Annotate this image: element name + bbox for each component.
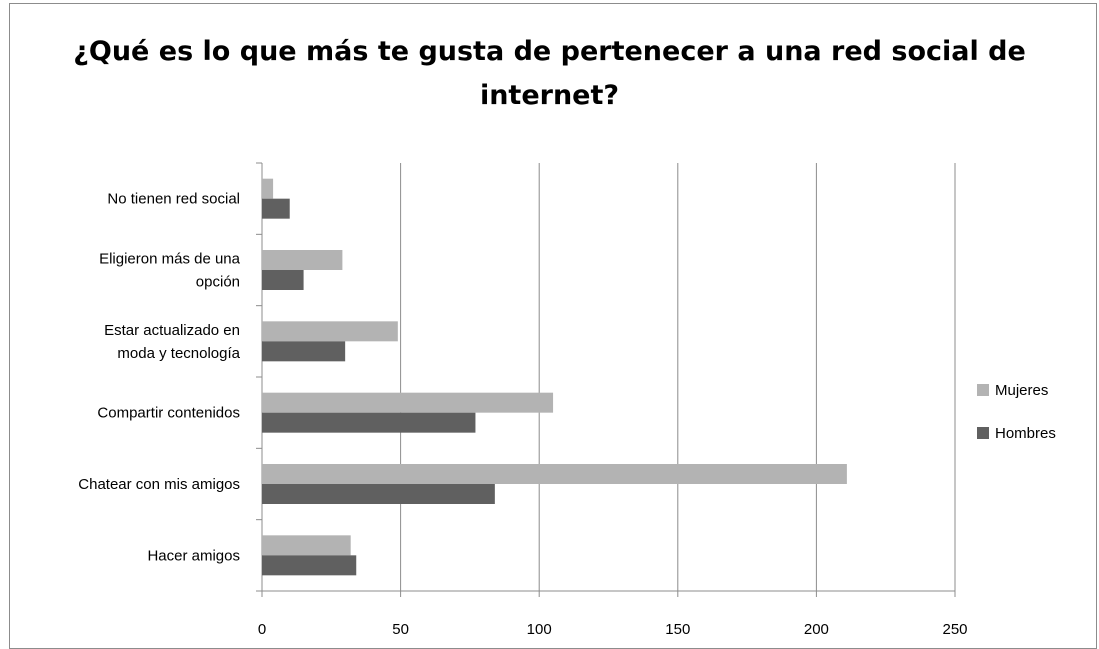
x-tick-label: 50 xyxy=(392,621,409,638)
category-label: No tienen red social xyxy=(107,191,240,208)
bar-hombres-2 xyxy=(262,412,476,433)
bar-hombres-0 xyxy=(262,555,357,576)
category-label: Hacer amigos xyxy=(147,547,240,564)
legend-label-hombres: Hombres xyxy=(995,425,1056,442)
bar-hombres-3 xyxy=(262,341,346,362)
bar-mujeres-4 xyxy=(262,250,343,270)
bar-mujeres-3 xyxy=(262,321,398,342)
legend-swatch-mujeres xyxy=(977,384,989,396)
category-label: Chatear con mis amigos xyxy=(78,476,240,493)
chart-title: ¿Qué es lo que más te gusta de pertenece… xyxy=(73,36,1026,111)
category-label: Estar actualizado en xyxy=(104,322,240,339)
bar-hombres-4 xyxy=(262,270,304,290)
x-tick-label: 150 xyxy=(665,621,690,638)
x-tick-label: 100 xyxy=(527,621,552,638)
bar-hombres-5 xyxy=(262,198,290,219)
category-label: moda y tecnología xyxy=(117,345,240,362)
bar-mujeres-2 xyxy=(262,392,554,413)
category-label: Compartir contenidos xyxy=(97,405,240,422)
bar-mujeres-0 xyxy=(262,535,351,556)
bar-hombres-1 xyxy=(262,484,495,504)
bar-mujeres-1 xyxy=(262,464,847,484)
x-tick-label: 250 xyxy=(942,621,967,638)
bar-mujeres-5 xyxy=(262,178,274,199)
x-tick-label: 200 xyxy=(804,621,829,638)
x-tick-label: 0 xyxy=(258,621,266,638)
chart-area xyxy=(9,3,1097,649)
category-label: opción xyxy=(196,274,240,291)
legend-swatch-hombres xyxy=(977,427,989,439)
legend-label-mujeres: Mujeres xyxy=(995,382,1048,399)
category-label: Eligieron más de una xyxy=(99,251,241,268)
